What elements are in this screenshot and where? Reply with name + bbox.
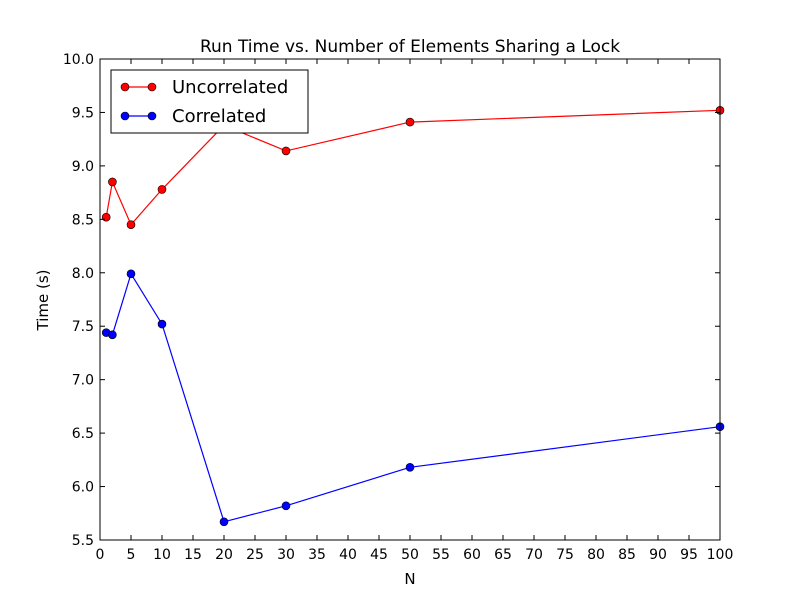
- x-axis-label: N: [404, 570, 415, 588]
- y-tick-label: 5.5: [72, 533, 94, 549]
- y-tick-label: 9.5: [72, 105, 94, 121]
- plot-frame: [99, 58, 721, 541]
- x-tick-label: 30: [277, 547, 295, 563]
- x-tick-label: 75: [556, 547, 574, 563]
- legend-box: [110, 69, 309, 134]
- x-tick-label: 95: [680, 547, 698, 563]
- x-tick-label: 85: [618, 547, 636, 563]
- legend-label-uncorrelated: Uncorrelated: [172, 77, 288, 98]
- legend-marker-uncorrelated: [147, 82, 157, 92]
- x-tick-label: 50: [401, 547, 419, 563]
- y-tick-label: 9.0: [72, 159, 94, 175]
- data-point-uncorrelated: [405, 117, 415, 127]
- y-tick-label: 6.5: [72, 426, 94, 442]
- x-tick-label: 45: [370, 547, 388, 563]
- data-point-uncorrelated: [157, 185, 167, 194]
- y-tick-label: 6.0: [72, 480, 94, 496]
- legend-marker-correlated: [147, 111, 157, 121]
- legend-label-correlated: Correlated: [172, 106, 266, 127]
- y-axis-label: Time (s): [34, 270, 52, 332]
- x-tick-label: 55: [432, 547, 450, 563]
- x-tick-label: 20: [215, 547, 233, 563]
- x-tick-label: 15: [184, 547, 202, 563]
- series-line-uncorrelated: [105, 109, 721, 226]
- plot-area: [100, 59, 720, 540]
- data-point-uncorrelated: [281, 146, 291, 156]
- x-tick-label: 100: [707, 547, 734, 563]
- legend: Uncorrelated Correlated: [110, 69, 309, 134]
- legend-marker-correlated: [120, 111, 130, 121]
- x-tick-label: 5: [127, 547, 136, 563]
- x-tick-label: 80: [587, 547, 605, 563]
- x-tick-label: 25: [246, 547, 264, 563]
- data-point-uncorrelated: [101, 212, 111, 222]
- data-point-correlated: [405, 463, 415, 472]
- y-tick-label: 8.0: [72, 266, 94, 282]
- x-tick-label: 0: [96, 547, 105, 563]
- x-tick-label: 35: [308, 547, 326, 563]
- x-tick-label: 60: [463, 547, 481, 563]
- y-tick-label: 10.0: [63, 52, 94, 68]
- x-tick-label: 90: [649, 547, 667, 563]
- data-point-uncorrelated: [108, 177, 117, 187]
- data-point-correlated: [219, 517, 229, 527]
- chart-title: Run Time vs. Number of Elements Sharing …: [200, 37, 620, 57]
- x-tick-label: 65: [494, 547, 512, 563]
- y-tick-label: 8.5: [72, 212, 94, 228]
- x-tick-label: 70: [525, 547, 543, 563]
- data-point-uncorrelated: [126, 220, 136, 229]
- data-point-correlated: [157, 319, 167, 329]
- x-tick-label: 10: [153, 547, 171, 563]
- legend-marker-uncorrelated: [120, 82, 130, 92]
- data-point-correlated: [281, 501, 291, 511]
- data-point-correlated: [108, 330, 117, 340]
- y-tick-label: 7.5: [72, 319, 94, 335]
- x-tick-label: 40: [339, 547, 357, 563]
- axis-layer: 0 5 10 15 20 25 30 35 40 45 50 55 60 65 70 75 80 85 90 95 10…: [63, 52, 734, 563]
- y-tick-label: 7.0: [72, 373, 94, 389]
- series-line-correlated: [105, 272, 721, 523]
- data-point-correlated: [126, 269, 136, 279]
